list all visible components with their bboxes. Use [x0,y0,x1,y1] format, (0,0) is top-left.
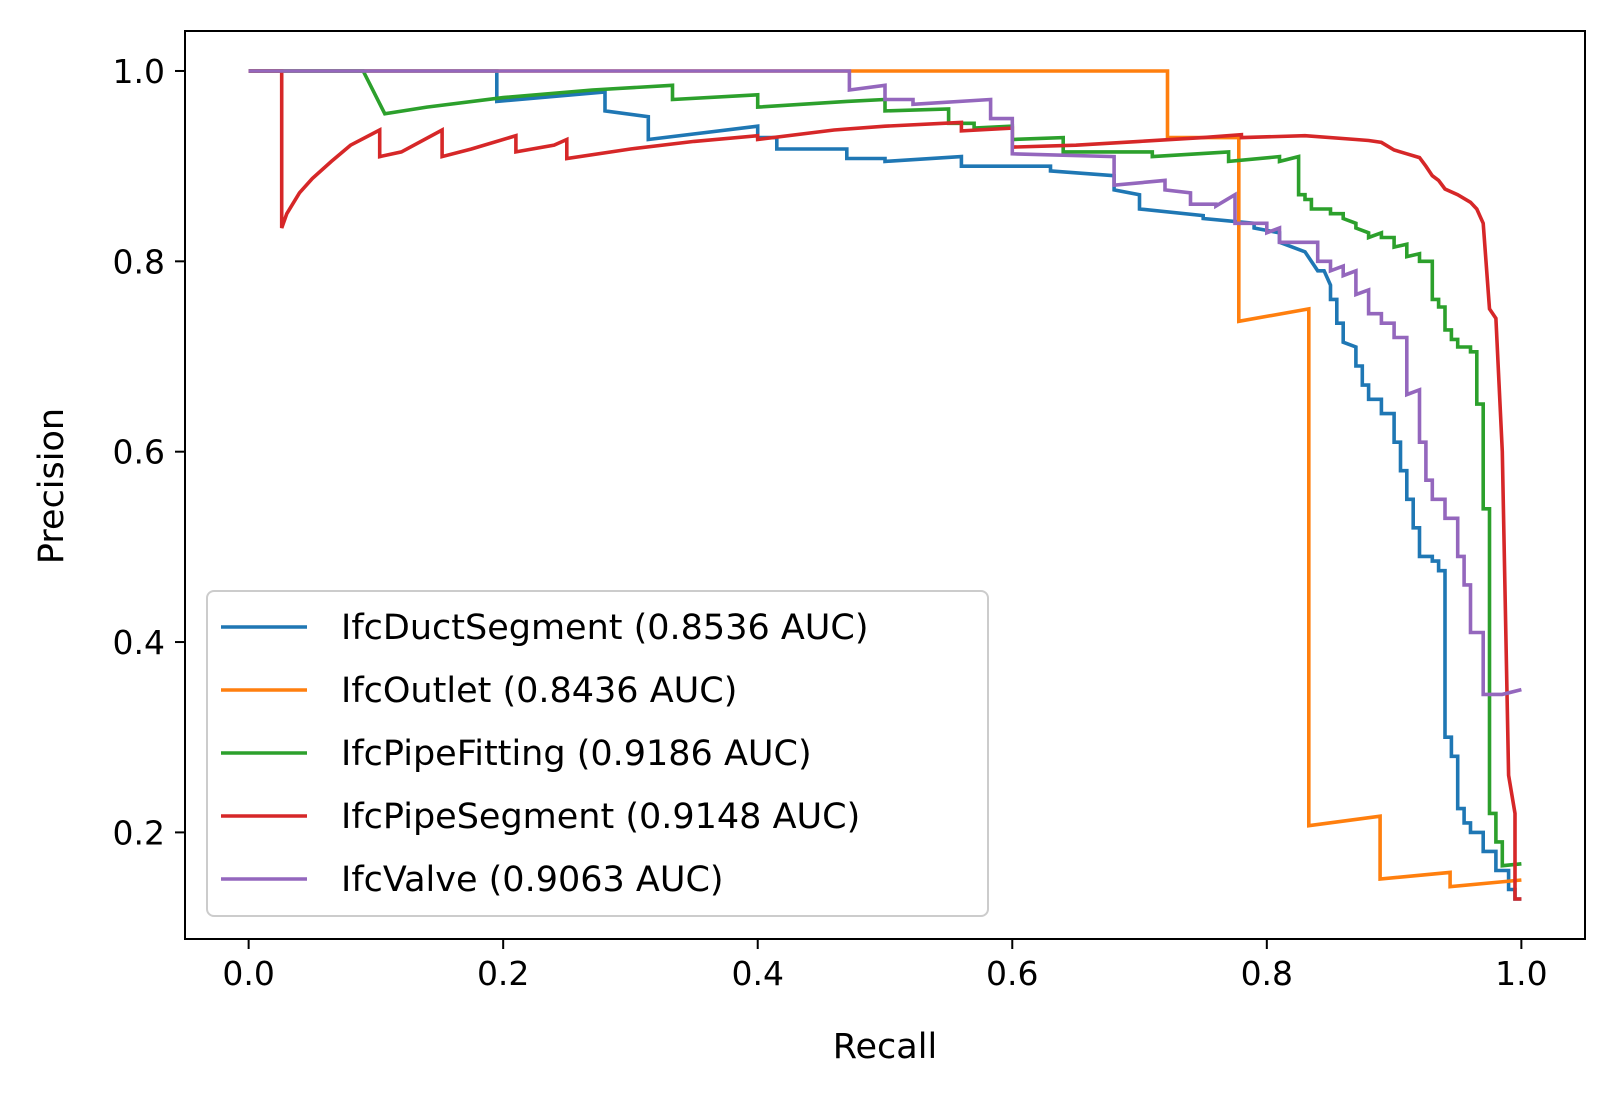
x-tick-label: 0.2 [477,954,529,993]
y-tick-label: 0.8 [113,242,165,281]
x-axis-title: Recall [833,1027,937,1067]
y-axis: 0.2 0.4 0.6 0.8 1.0 [113,52,185,852]
series-layer [248,69,1522,901]
y-tick-label: 1.0 [113,52,165,91]
series-line-2 [248,69,1522,868]
legend: IfcDuctSegment (0.8536 AUC) IfcOutlet (0.… [206,590,989,917]
legend-box [206,590,989,917]
x-tick-label: 0.4 [731,954,783,993]
x-tick-label: 0.0 [222,954,274,993]
y-axis-title: Precision [32,408,72,564]
legend-label-1: IfcOutlet (0.8436 AUC) [341,671,737,711]
y-tick-label: 0.6 [113,433,165,472]
x-axis: 0.0 0.2 0.4 0.6 0.8 1.0 [222,939,1548,993]
x-tick-label: 1.0 [1495,954,1547,993]
y-tick-label: 0.4 [113,623,165,662]
legend-label-0: IfcDuctSegment (0.8536 AUC) [341,608,869,648]
x-tick-label: 0.8 [1241,954,1293,993]
series-line-0 [248,69,1522,901]
y-tick-label: 0.2 [113,813,165,852]
legend-label-2: IfcPipeFitting (0.9186 AUC) [341,734,812,774]
series-line-4 [248,69,1522,697]
plot-frame [184,30,1586,940]
legend-label-4: IfcValve (0.9063 AUC) [341,860,724,900]
legend-label-3: IfcPipeSegment (0.9148 AUC) [341,797,860,837]
x-tick-label: 0.6 [986,954,1038,993]
series-line-1 [248,69,1522,889]
